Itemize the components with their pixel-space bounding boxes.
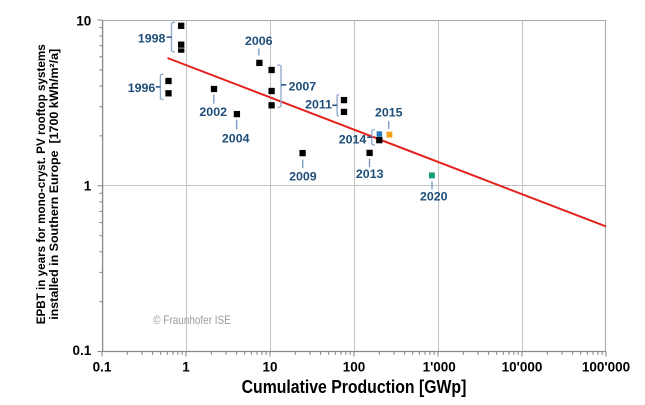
svg-text:2020: 2020 <box>420 189 448 203</box>
svg-text:2013: 2013 <box>356 167 384 181</box>
svg-text:2004: 2004 <box>222 131 250 145</box>
svg-text:EPBT in years for mono-cryst.: EPBT in years for mono-cryst. PV rooftop… <box>34 44 48 324</box>
svg-text:100'000: 100'000 <box>582 360 630 375</box>
svg-text:2002: 2002 <box>199 105 227 119</box>
svg-text:2011: 2011 <box>305 98 332 112</box>
svg-text:0.1: 0.1 <box>73 343 92 358</box>
svg-text:2006: 2006 <box>245 34 273 48</box>
svg-text:installed in Southern Europe: installed in Southern Europe [1700 kWh/m… <box>47 49 61 320</box>
svg-text:1: 1 <box>84 179 92 194</box>
svg-text:2015: 2015 <box>375 106 403 120</box>
svg-text:10: 10 <box>262 360 277 375</box>
svg-text:2007: 2007 <box>289 80 317 94</box>
svg-text:100: 100 <box>343 360 366 375</box>
svg-text:10: 10 <box>76 13 91 28</box>
svg-text:Cumulative Production [GWp]: Cumulative Production [GWp] <box>242 376 467 397</box>
svg-text:2014: 2014 <box>339 132 367 146</box>
svg-text:1996: 1996 <box>128 81 156 95</box>
svg-text:0.1: 0.1 <box>93 360 112 375</box>
svg-text:1998: 1998 <box>138 31 166 45</box>
svg-text:2009: 2009 <box>289 170 317 184</box>
svg-text:1'000: 1'000 <box>423 360 456 375</box>
svg-text:© Fraunhofer ISE: © Fraunhofer ISE <box>153 313 231 327</box>
svg-text:10'000: 10'000 <box>502 360 543 375</box>
svg-text:1: 1 <box>182 360 190 375</box>
